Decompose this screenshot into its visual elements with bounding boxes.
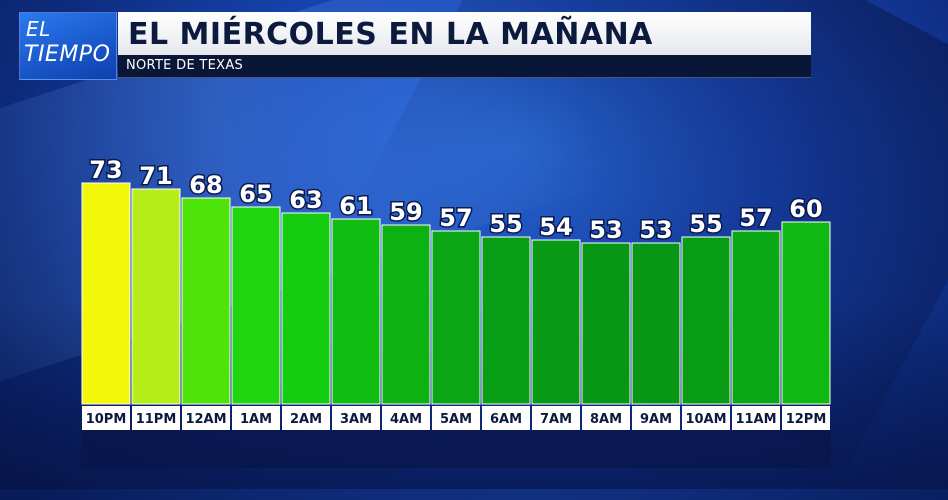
value-label-1am: 65: [239, 180, 272, 208]
tick-label-11pm: 11PM: [136, 412, 177, 427]
value-label-12am: 68: [189, 171, 222, 199]
tick-label-3am: 3AM: [340, 412, 372, 427]
tick-box-11am: [732, 406, 780, 430]
tick-box-12am: [182, 406, 230, 430]
tick-label-10pm: 10PM: [86, 412, 127, 427]
tick-label-12am: 12AM: [185, 412, 226, 427]
tick-label-12pm: 12PM: [786, 412, 827, 427]
bar-10am: [681, 236, 731, 405]
temperature-bar-chart: 73 10PM 71 11PM 68 12AM 65 1AM 63 2AM 61 3AM 59 4AM 57…: [81, 154, 831, 430]
tick-label-10am: 10AM: [685, 412, 726, 427]
tick-box-8am: [582, 406, 630, 430]
bar-12pm: [781, 221, 831, 405]
tick-label-11am: 11AM: [735, 412, 776, 427]
tick-box-7am: [532, 406, 580, 430]
value-label-4am: 59: [389, 198, 422, 226]
tick-box-5am: [432, 406, 480, 430]
value-label-6am: 55: [489, 210, 522, 238]
logo-line2: TIEMPO: [24, 42, 111, 67]
value-label-2am: 63: [289, 186, 322, 214]
bar-2am: [281, 212, 331, 405]
tick-label-6am: 6AM: [490, 412, 522, 427]
tick-box-2am: [282, 406, 330, 430]
title-bar: EL MIÉRCOLES EN LA MAÑANA: [118, 12, 811, 55]
tick-label-2am: 2AM: [290, 412, 322, 427]
tick-label-4am: 4AM: [390, 412, 422, 427]
tick-box-3am: [332, 406, 380, 430]
subtitle-bar: NORTE DE TEXAS: [118, 55, 811, 78]
bar-6am: [481, 236, 531, 405]
tick-box-11pm: [132, 406, 180, 430]
value-label-3am: 61: [339, 192, 372, 220]
value-label-10pm: 73: [89, 156, 122, 184]
tick-label-9am: 9AM: [640, 412, 672, 427]
value-label-12pm: 60: [789, 195, 822, 223]
value-label-8am: 53: [589, 216, 622, 244]
value-label-7am: 54: [539, 213, 572, 241]
tick-box-12pm: [782, 406, 830, 430]
value-label-5am: 57: [439, 204, 472, 232]
value-label-10am: 55: [689, 210, 722, 238]
tick-box-10pm: [82, 406, 130, 430]
tick-box-6am: [482, 406, 530, 430]
chart-base: [81, 430, 831, 468]
bar-10pm: [81, 182, 131, 405]
bar-11am: [731, 230, 781, 405]
value-label-11pm: 71: [139, 162, 172, 190]
bar-12am: [181, 197, 231, 405]
tick-label-8am: 8AM: [590, 412, 622, 427]
tick-box-10am: [682, 406, 730, 430]
value-label-11am: 57: [739, 204, 772, 232]
page-subtitle: NORTE DE TEXAS: [126, 58, 244, 73]
bar-5am: [431, 230, 481, 405]
tick-label-5am: 5AM: [440, 412, 472, 427]
bar-4am: [381, 224, 431, 405]
page-title: EL MIÉRCOLES EN LA MAÑANA: [128, 17, 653, 52]
value-label-9am: 53: [639, 216, 672, 244]
bar-7am: [531, 239, 581, 405]
tick-box-9am: [632, 406, 680, 430]
bar-9am: [631, 242, 681, 405]
tick-label-7am: 7AM: [540, 412, 572, 427]
tick-box-4am: [382, 406, 430, 430]
logo-line1: EL: [26, 17, 51, 41]
tick-box-1am: [232, 406, 280, 430]
bar-3am: [331, 218, 381, 405]
el-tiempo-logo: EL TIEMPO: [19, 12, 117, 80]
bar-11pm: [131, 188, 181, 405]
bar-1am: [231, 206, 281, 405]
tick-label-1am: 1AM: [240, 412, 272, 427]
bar-8am: [581, 242, 631, 405]
